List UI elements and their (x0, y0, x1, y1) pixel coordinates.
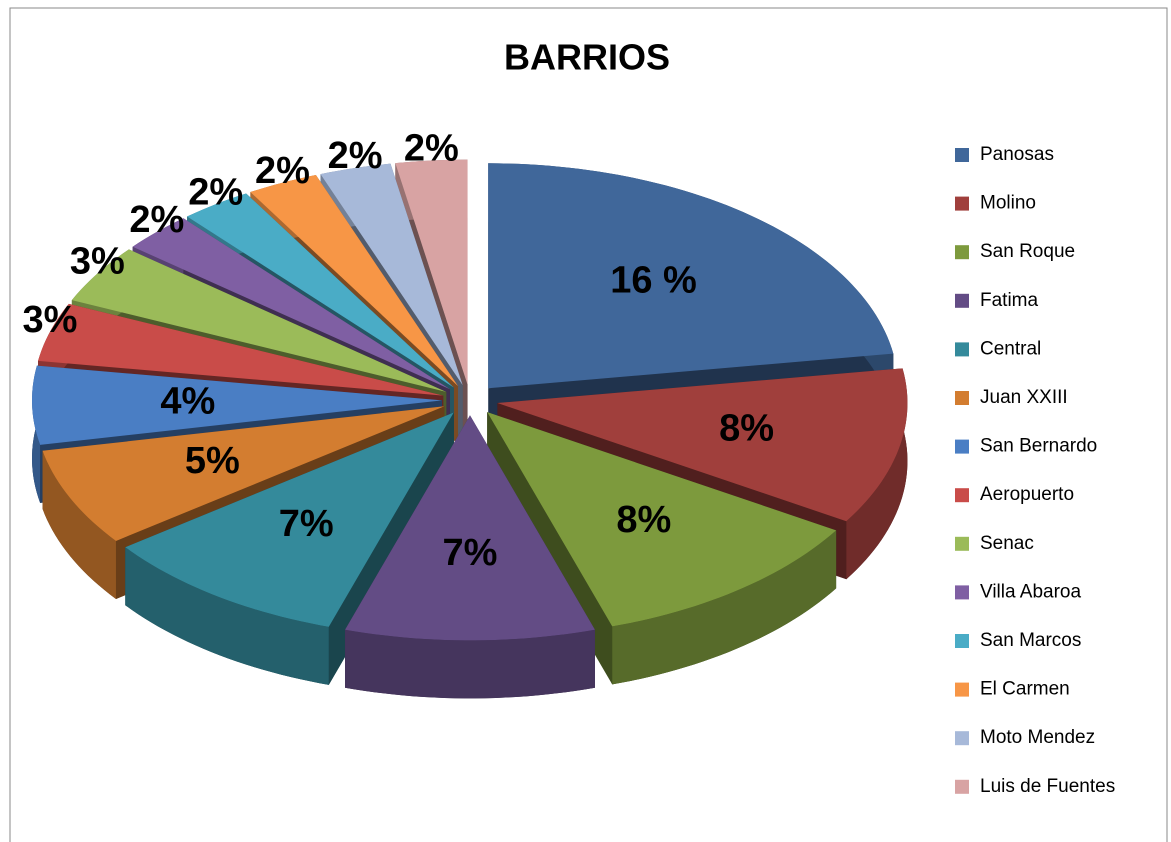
legend-swatch (955, 293, 969, 308)
legend-swatch (955, 731, 969, 746)
slice-top (250, 175, 459, 387)
legend-label: Panosas (980, 144, 1054, 165)
data-label: 2% (188, 171, 243, 213)
legend-label: San Marcos (980, 630, 1081, 651)
legend-label: Juan XXIII (980, 387, 1068, 408)
data-label: 8% (616, 499, 671, 541)
legend-swatch (955, 779, 969, 794)
slice-side (612, 530, 837, 685)
chart-title: BARRIOS (504, 37, 670, 78)
data-label: 3% (23, 299, 78, 341)
slice-top (125, 412, 454, 627)
legend-swatch (955, 391, 969, 405)
legend-swatch (955, 488, 969, 503)
data-label: 4% (160, 380, 215, 422)
legend-label: San Roque (980, 241, 1075, 262)
slice-top (42, 406, 445, 541)
legend-label: Aeropuerto (980, 484, 1074, 505)
legend: Panosas Molino San Roque Fatima Central Juan … (955, 144, 1115, 797)
data-label: 3% (70, 241, 125, 283)
legend-label: Molino (980, 193, 1036, 214)
data-label: 5% (185, 440, 240, 482)
data-label: 2% (255, 150, 310, 192)
legend-swatch (955, 342, 969, 357)
legend-swatch (955, 682, 969, 697)
slice-top (497, 368, 908, 522)
legend-label: El Carmen (980, 679, 1070, 700)
legend-swatch (955, 585, 969, 600)
legend-swatch (955, 536, 969, 551)
legend-swatch (955, 148, 969, 162)
slice (345, 415, 595, 699)
slice-top (38, 303, 444, 396)
legend-label: Fatima (980, 290, 1039, 311)
slice-top (345, 415, 595, 641)
legend-swatch (955, 439, 969, 454)
slice-top (487, 412, 837, 627)
data-label: 2% (129, 199, 184, 241)
slice-top (488, 163, 894, 389)
legend-label: Luis de Fuentes (980, 776, 1115, 797)
slice-side (345, 629, 595, 699)
slice-side (125, 547, 329, 685)
slice-side (846, 368, 908, 580)
slice-top (71, 249, 447, 392)
slice-side (42, 450, 116, 599)
legend-label: San Bernardo (980, 436, 1097, 457)
slice-top (132, 218, 450, 390)
data-label: 2% (328, 135, 383, 177)
slice-top (320, 163, 463, 386)
pie: 16 %8%8%7%7%5%4%3%3%2%2%2% 2% 2% (23, 128, 908, 699)
legend-label: Moto Mendez (980, 727, 1095, 748)
legend-swatch (955, 245, 969, 260)
data-label: 16 % (610, 259, 697, 301)
slice-top (187, 193, 454, 388)
legend-swatch (955, 196, 969, 211)
legend-label: Villa Abaroa (980, 581, 1081, 602)
data-label: 7% (279, 503, 334, 545)
data-label: 8% (719, 408, 774, 450)
legend-label: Senac (980, 533, 1034, 554)
data-label: 2% (404, 128, 459, 170)
slice (125, 412, 454, 685)
legend-swatch (955, 634, 969, 648)
slice-top (395, 159, 468, 385)
data-label: 7% (443, 532, 498, 574)
legend-label: Central (980, 338, 1041, 359)
slice-top (32, 365, 443, 445)
